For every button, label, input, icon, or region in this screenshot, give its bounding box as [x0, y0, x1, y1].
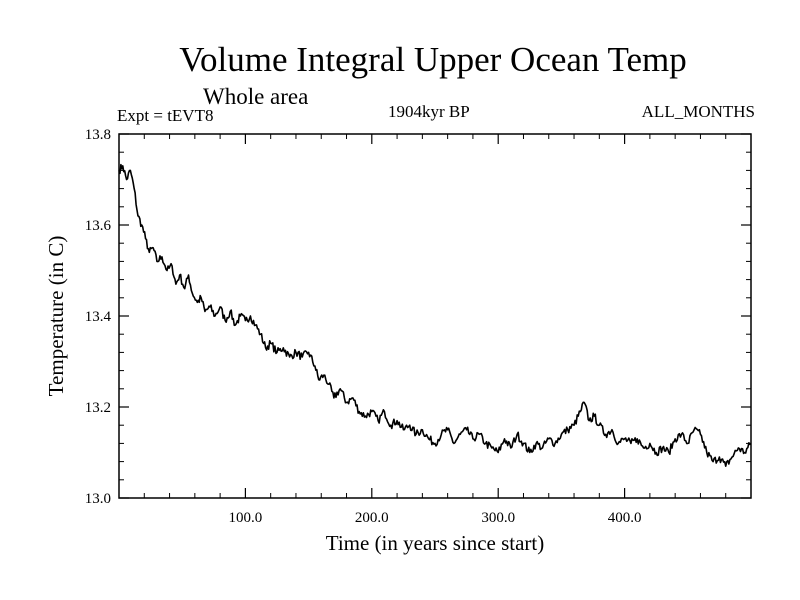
x-axis-title: Time (in years since start) [326, 531, 545, 555]
y-tick-label: 13.8 [85, 127, 111, 143]
axis-ticks [119, 133, 751, 499]
experiment-label: Expt = tEVT8 [117, 106, 214, 125]
chart-subtitle: Whole area [203, 84, 309, 109]
x-tick-label: 400.0 [608, 510, 642, 526]
temperature-series-line [118, 163, 752, 467]
y-tick-label: 13.0 [85, 491, 111, 507]
chart-title: Volume Integral Upper Ocean Temp [179, 40, 687, 79]
y-tick-label: 13.6 [85, 218, 112, 234]
y-axis-title: Temperature (in C) [44, 236, 68, 397]
y-tick-label: 13.4 [85, 309, 112, 325]
x-tick-label: 100.0 [229, 510, 263, 526]
axis-tick-labels: 100.0 200.0 300.0 400.0 13.0 13.2 13.4 13.6 13.8 [85, 127, 642, 526]
x-tick-label: 200.0 [355, 510, 389, 526]
x-tick-label: 300.0 [481, 510, 515, 526]
period-label: 1904kyr BP [388, 102, 470, 121]
months-label: ALL_MONTHS [641, 102, 755, 121]
y-tick-label: 13.2 [85, 400, 111, 416]
